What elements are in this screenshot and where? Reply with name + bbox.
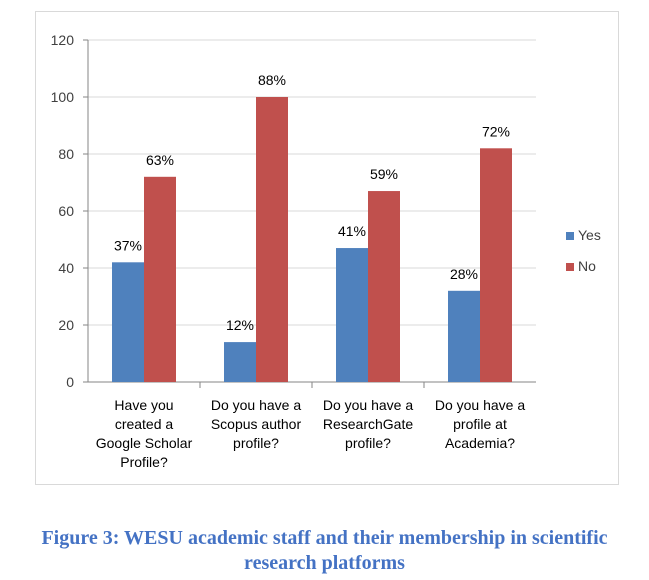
bar-chart: 0 20 40 60 80 100 120 37% 63% Have you created a Go… xyxy=(51,32,601,470)
caption-line-2: research platforms xyxy=(244,552,405,574)
bar-yes xyxy=(112,262,144,382)
x-tick-label: ResearchGate xyxy=(323,416,413,432)
legend-label-no: No xyxy=(578,258,596,274)
figure-caption: Figure 3: WESU academic staff and their … xyxy=(0,526,649,576)
x-tick-label: Profile? xyxy=(120,454,168,470)
x-tick-label: Do you have a xyxy=(435,397,525,413)
chart-frame xyxy=(35,11,619,485)
bar-yes xyxy=(448,290,480,382)
bar-no xyxy=(256,97,288,382)
data-label: 63% xyxy=(146,152,174,168)
x-tick-label: profile? xyxy=(345,435,391,451)
x-tick-label: created a xyxy=(115,416,174,432)
data-label: 28% xyxy=(450,266,478,282)
x-tick-label: Do you have a xyxy=(211,397,301,413)
x-tick-label: Have you xyxy=(114,397,173,413)
bar-no xyxy=(368,191,400,382)
y-tick-label: 80 xyxy=(58,146,74,162)
legend-swatch-yes xyxy=(566,232,574,240)
x-tick-label: Scopus author xyxy=(211,416,302,432)
legend-swatch-no xyxy=(566,263,574,271)
y-tick-label: 40 xyxy=(58,260,74,276)
y-tick-label: 0 xyxy=(66,374,74,390)
x-tick-label: Academia? xyxy=(445,435,515,451)
data-label: 72% xyxy=(482,123,510,139)
bar-no xyxy=(480,148,512,382)
x-tick-label: profile? xyxy=(233,435,279,451)
data-label: 59% xyxy=(370,166,398,182)
legend-label-yes: Yes xyxy=(578,227,601,243)
data-label: 37% xyxy=(114,237,142,253)
y-tick-label: 120 xyxy=(51,32,75,48)
x-tick-label: Google Scholar xyxy=(96,435,193,451)
y-tick-label: 60 xyxy=(58,203,74,219)
bar-no xyxy=(144,176,176,382)
data-label: 41% xyxy=(338,223,366,239)
bar-yes xyxy=(336,248,368,382)
y-tick-label: 20 xyxy=(58,317,74,333)
x-tick-label: profile at xyxy=(453,416,507,432)
caption-line-1: Figure 3: WESU academic staff and their … xyxy=(41,527,608,549)
data-label: 12% xyxy=(226,317,254,333)
x-tick-label: Do you have a xyxy=(323,397,413,413)
y-tick-label: 100 xyxy=(51,89,75,105)
bar-yes xyxy=(224,342,256,382)
data-label: 88% xyxy=(258,72,286,88)
